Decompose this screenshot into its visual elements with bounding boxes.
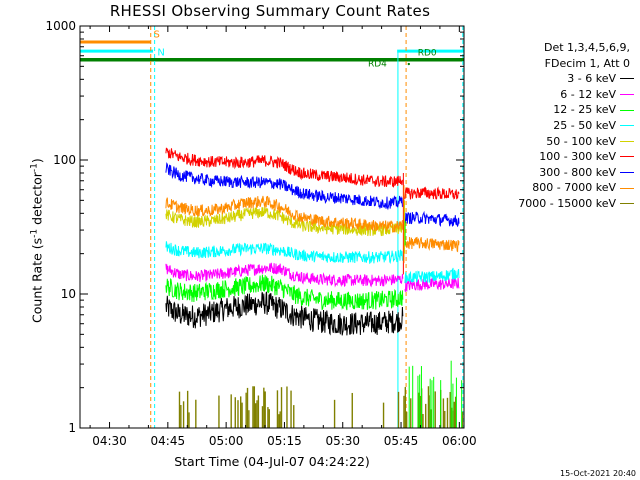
series-line-3-1	[404, 267, 460, 284]
x-axis-label: Start Time (04-Jul-07 04:24:22)	[174, 454, 370, 469]
series-line-4-0	[165, 206, 404, 237]
series-line-2-0	[165, 274, 404, 311]
legend-swatch	[620, 78, 634, 80]
series-line-1-1	[404, 277, 460, 292]
x-tick-label-0: 04:30	[92, 434, 127, 448]
chart-title: RHESSI Observing Summary Count Rates	[109, 2, 431, 20]
legend-item: 7000 - 15000 keV	[484, 196, 636, 212]
legend-item: 12 - 25 keV	[484, 102, 636, 118]
tick-layer	[80, 25, 464, 429]
legend-label: 6 - 12 keV	[560, 87, 616, 101]
series-line-1-0	[165, 262, 404, 288]
legend-item: 3 - 6 keV	[484, 71, 636, 87]
series-line-3-0	[165, 241, 404, 265]
y-tick-label-0: 1	[68, 421, 76, 435]
axes-layer	[79, 25, 465, 429]
legend-header-line-2: FDecim 1, Att 0	[544, 56, 630, 70]
series-line-5-1	[404, 186, 460, 200]
decim-label: RD0	[418, 49, 437, 59]
legend-item: 800 - 7000 keV	[484, 180, 636, 196]
x-tick-label-5: 05:45	[384, 434, 419, 448]
rd4-label: RD4	[368, 59, 387, 69]
legend-swatch	[620, 172, 634, 174]
saa-label: S	[153, 30, 159, 41]
legend-item: 300 - 800 keV	[484, 165, 636, 181]
legend-swatch	[620, 109, 634, 111]
legend: Det 1,3,4,5,6,9, FDecim 1, Att 0 3 - 6 k…	[484, 40, 636, 212]
legend-swatch	[620, 187, 634, 189]
x-tick-label-4: 05:30	[325, 434, 360, 448]
legend-item: 100 - 300 keV	[484, 149, 636, 165]
series-layer	[165, 147, 464, 428]
legend-item: 6 - 12 keV	[484, 87, 636, 103]
rd4-marker	[407, 62, 411, 66]
legend-swatch	[620, 203, 634, 205]
series-line-5-0	[165, 147, 403, 188]
legend-swatch	[620, 140, 634, 142]
plot-frame	[79, 25, 465, 429]
series-line-6-1	[404, 210, 460, 228]
legend-swatch	[620, 94, 634, 96]
x-tick-label-1: 04:45	[151, 434, 186, 448]
y-tick-label-2: 100	[53, 153, 76, 167]
legend-label: 25 - 50 keV	[553, 118, 616, 132]
legend-item: 50 - 100 keV	[484, 134, 636, 150]
series-line-7-0	[165, 195, 403, 234]
legend-swatch	[620, 125, 634, 127]
legend-label: 12 - 25 keV	[553, 103, 616, 117]
series-line-7-1	[404, 236, 460, 253]
legend-label: 50 - 100 keV	[546, 134, 616, 148]
legend-label: 100 - 300 keV	[539, 150, 616, 164]
label-layer: 04:30 04:45 05:00 05:15 05:30 05:45 06:00 1 10 10…	[45, 19, 476, 448]
legend-label: 7000 - 15000 keV	[518, 196, 616, 210]
x-tick-label-2: 05:00	[209, 434, 244, 448]
y-tick-label-3: 1000	[45, 19, 76, 33]
legend-item: 25 - 50 keV	[484, 118, 636, 134]
footer-date: 15-Oct-2021 20:40	[560, 469, 636, 478]
legend-rows: 3 - 6 keV 6 - 12 keV 12 - 25 keV 25 - 50 ke…	[484, 71, 636, 211]
legend-label: 3 - 6 keV	[567, 72, 616, 86]
legend-header-line-1: Det 1,3,4,5,6,9,	[543, 41, 630, 54]
x-tick-label-6: 06:00	[442, 434, 477, 448]
y-tick-label-1: 10	[61, 287, 76, 301]
flag-layer: SN RD0 RD4	[80, 26, 464, 428]
legend-swatch	[620, 156, 634, 158]
series-line-6-0	[165, 162, 404, 211]
series-line-0-0	[165, 291, 404, 336]
night-label: N	[157, 48, 164, 59]
legend-label: 300 - 800 keV	[539, 165, 616, 179]
x-tick-label-3: 05:15	[267, 434, 302, 448]
y-axis-label: Count Rate (s-1 detector-1)	[29, 158, 45, 323]
legend-label: 800 - 7000 keV	[532, 181, 616, 195]
